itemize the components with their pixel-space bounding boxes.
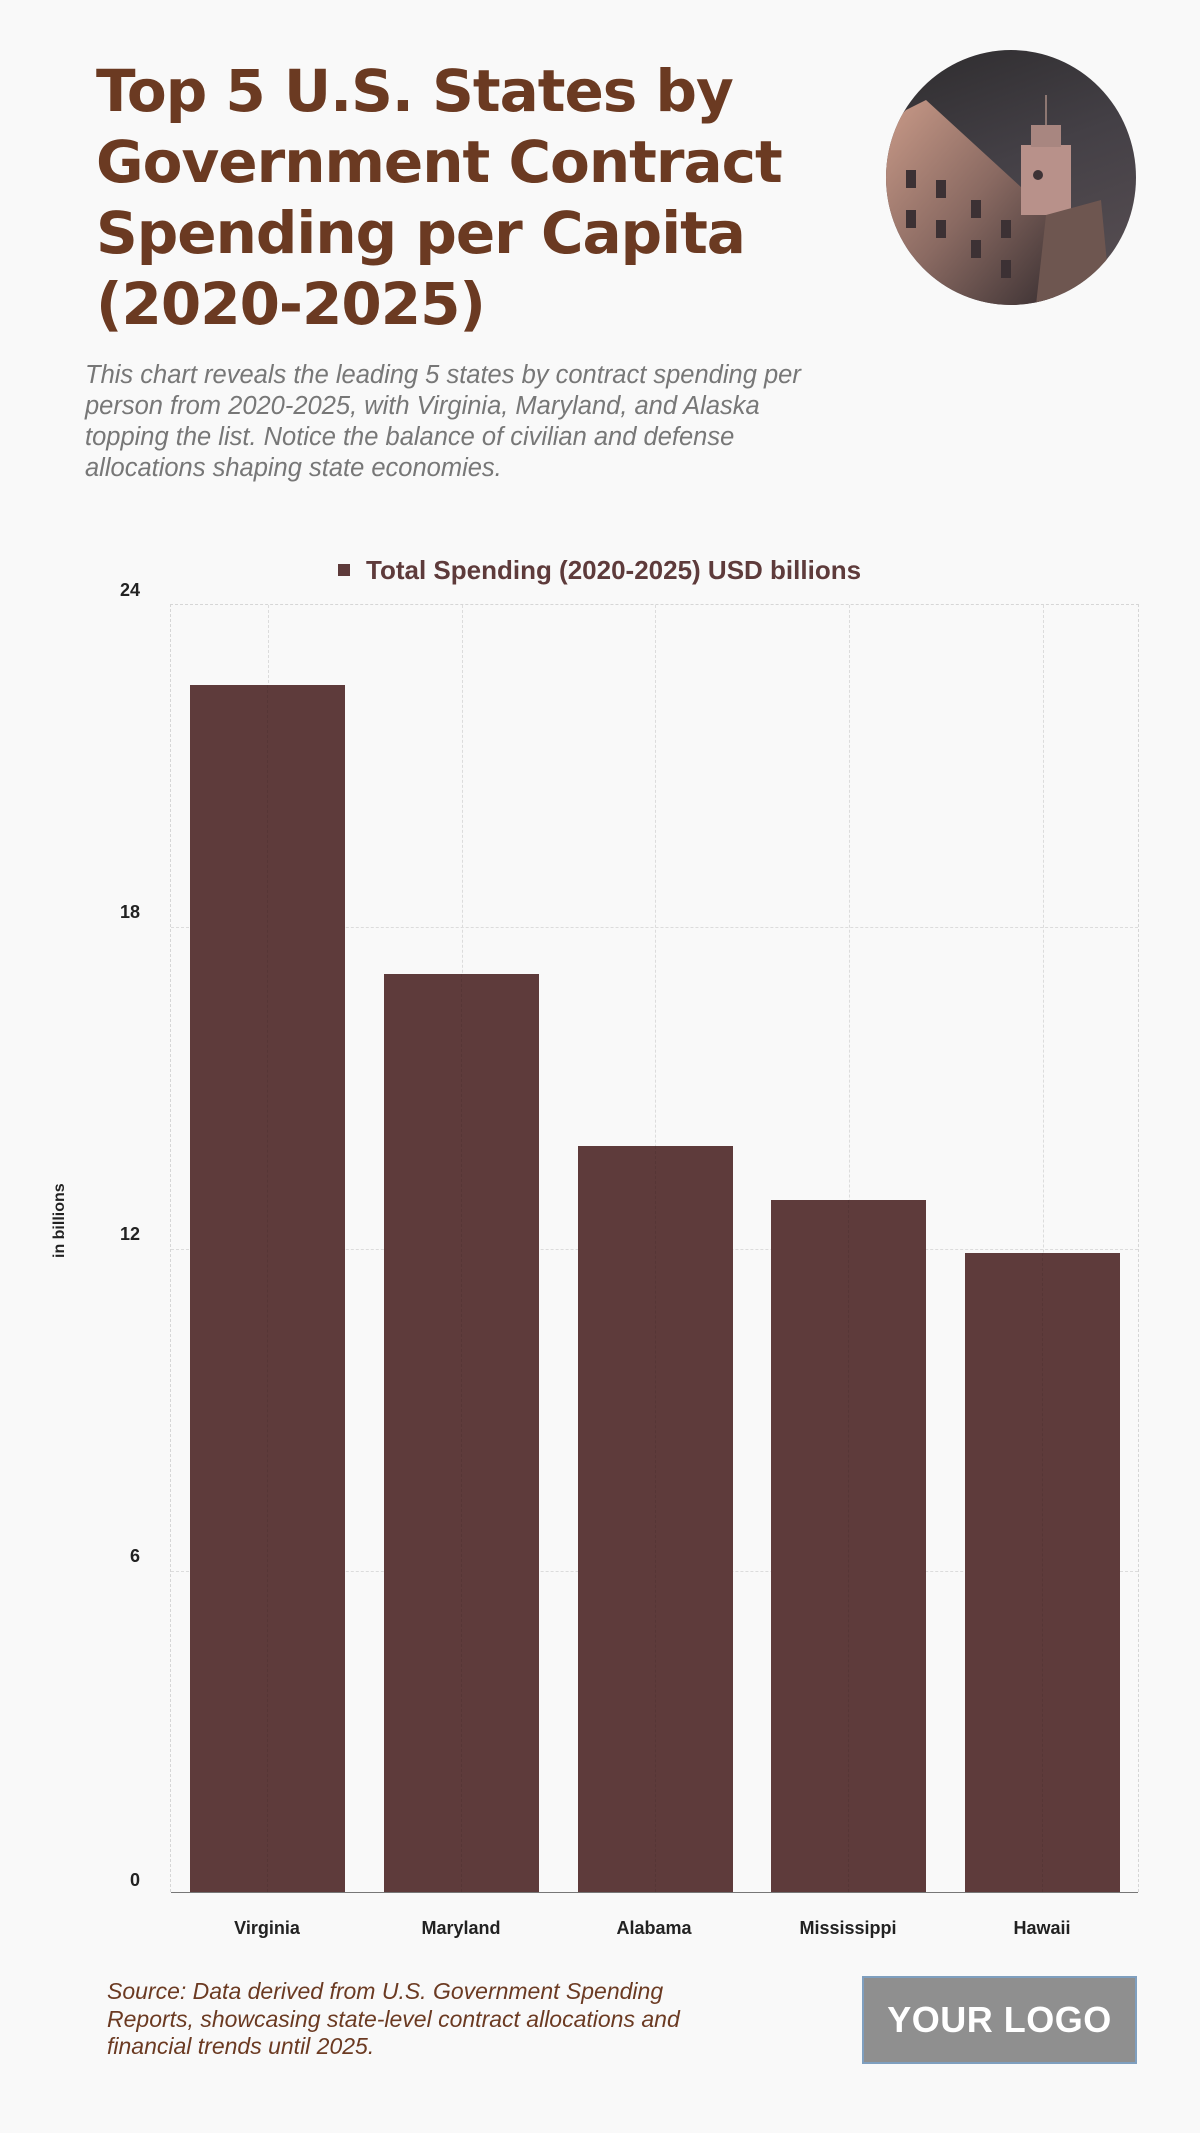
bar-hawaii[interactable] (965, 1253, 1120, 1892)
vgridline (1043, 605, 1044, 1892)
gridline-18 (171, 927, 1138, 928)
x-label-virginia: Virginia (234, 1918, 300, 1938)
x-label-hawaii: Hawaii (1013, 1918, 1071, 1938)
logo-placeholder: YOUR LOGO (862, 1976, 1137, 2064)
y-tick-0: 0 (129, 1870, 140, 1890)
x-label-maryland: Maryland (421, 1918, 501, 1938)
y-tick-6: 6 (129, 1546, 140, 1566)
chart-legend: Total Spending (2020-2025) USD billions (338, 554, 861, 586)
y-tick-24: 24 (119, 580, 140, 600)
bar-maryland[interactable] (384, 974, 539, 1892)
chart-subtitle: This chart reveals the leading 5 states … (85, 361, 801, 482)
legend-swatch-icon (338, 564, 350, 576)
building-illustration-icon (886, 95, 1111, 305)
x-axis-line (171, 1891, 1138, 1893)
y-tick-18: 18 (119, 902, 140, 922)
logo-text: YOUR LOGO (887, 1999, 1112, 2040)
x-label-mississippi: Mississippi (799, 1918, 897, 1938)
x-label-alabama: Alabama (616, 1918, 692, 1938)
source-note: Source: Data derived from U.S. Governmen… (107, 1978, 680, 2059)
legend-label: Total Spending (2020-2025) USD billions (366, 554, 862, 585)
bar-virginia[interactable] (190, 684, 345, 1892)
chart-title: Top 5 U.S. States by Government Contract… (96, 57, 783, 338)
bar-mississippi[interactable] (771, 1199, 926, 1892)
government-building-image (886, 50, 1136, 305)
plot-area (170, 604, 1139, 1893)
y-axis-title: in billions (51, 1183, 68, 1258)
y-tick-12: 12 (119, 1224, 140, 1244)
bar-alabama[interactable] (578, 1146, 733, 1892)
